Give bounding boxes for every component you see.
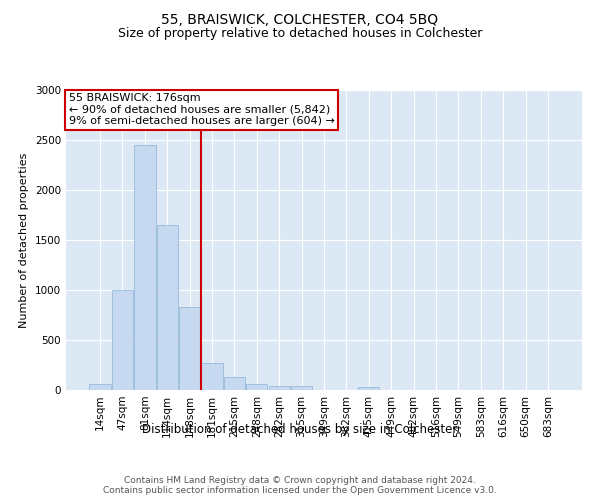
Text: 55 BRAISWICK: 176sqm
← 90% of detached houses are smaller (5,842)
9% of semi-det: 55 BRAISWICK: 176sqm ← 90% of detached h… bbox=[68, 93, 334, 126]
Bar bbox=[179, 307, 200, 390]
Bar bbox=[224, 377, 245, 390]
Bar bbox=[269, 386, 290, 390]
Bar bbox=[89, 384, 111, 390]
Bar bbox=[157, 225, 178, 390]
Text: Distribution of detached houses by size in Colchester: Distribution of detached houses by size … bbox=[142, 422, 458, 436]
Bar bbox=[202, 362, 223, 390]
Bar bbox=[112, 290, 133, 390]
Text: 55, BRAISWICK, COLCHESTER, CO4 5BQ: 55, BRAISWICK, COLCHESTER, CO4 5BQ bbox=[161, 12, 439, 26]
Y-axis label: Number of detached properties: Number of detached properties bbox=[19, 152, 29, 328]
Bar bbox=[291, 386, 312, 390]
Text: Contains HM Land Registry data © Crown copyright and database right 2024.
Contai: Contains HM Land Registry data © Crown c… bbox=[103, 476, 497, 495]
Bar bbox=[358, 387, 379, 390]
Text: Size of property relative to detached houses in Colchester: Size of property relative to detached ho… bbox=[118, 28, 482, 40]
Bar bbox=[246, 384, 268, 390]
Bar bbox=[134, 145, 155, 390]
